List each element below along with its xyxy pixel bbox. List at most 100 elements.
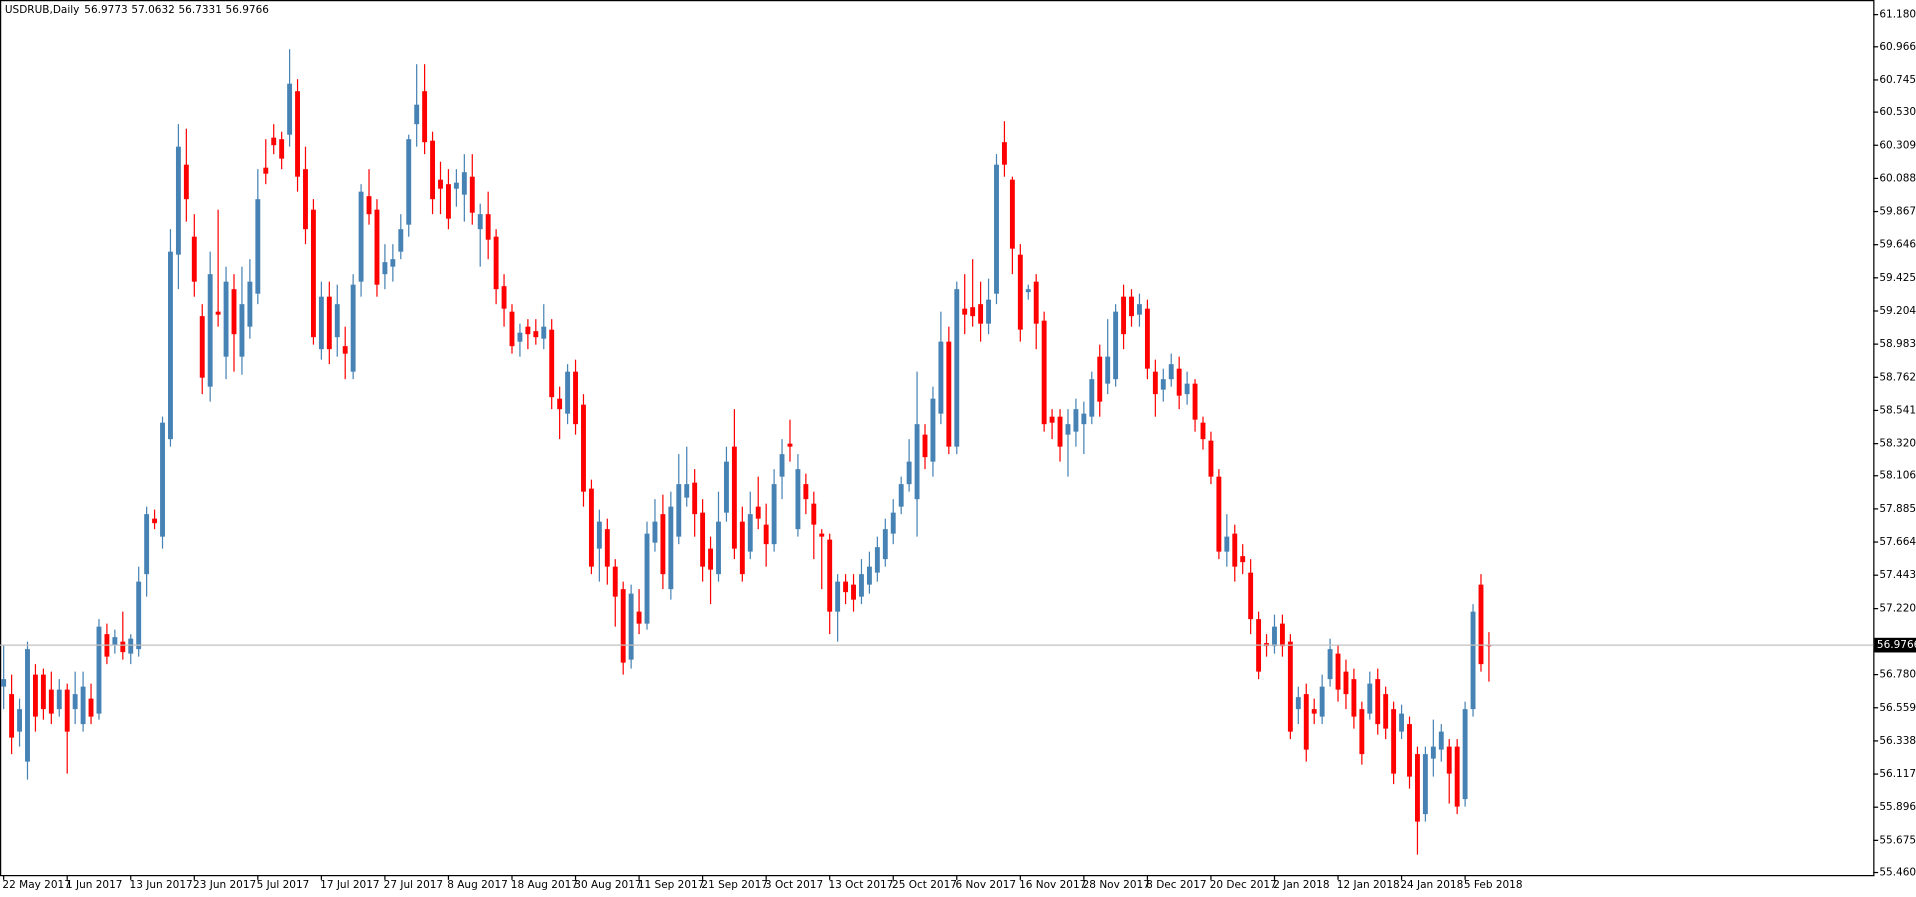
candle-body [1081,413,1087,425]
candle-body [1478,584,1484,665]
candle-body [406,139,412,225]
candle-body [1438,731,1444,750]
candle-body [1009,179,1015,249]
candle-body [1160,379,1166,390]
candle-body [1057,416,1063,447]
candle-body [1049,416,1055,423]
y-tick-label: 60.9660 [1879,41,1916,53]
candle-body [1216,476,1222,552]
y-tick-label: 60.5305 [1879,106,1916,118]
candle-body [303,169,308,230]
candle-body [32,674,38,717]
candle-body [1383,694,1389,729]
candle-body [771,484,777,545]
candle-body [414,104,420,125]
candle-body [557,398,563,410]
candle-body [1375,679,1381,725]
candle-body [588,488,594,567]
candle-body [1105,356,1111,384]
candle-body [1407,724,1412,777]
x-tick-label: 17 Jul 2017 [320,879,379,891]
candle-body [1017,254,1023,330]
x-tick-label: 2 Jan 2018 [1273,879,1329,891]
candle-body [1152,371,1158,395]
y-tick-label: 56.1170 [1879,768,1916,780]
candle-body [374,209,380,285]
candle-body [803,484,809,500]
candle-body [287,83,293,135]
y-tick-label: 55.8960 [1879,801,1916,813]
candle-body [819,533,825,537]
candle-body [1303,694,1309,750]
y-tick-label: 60.7450 [1879,74,1916,86]
candle-body [342,346,348,354]
candle-body [620,589,626,663]
candle-body [64,689,70,732]
candle-body [573,371,578,425]
x-tick-label: 3 Oct 2017 [765,879,823,891]
candle-body [676,484,682,537]
candle-body [271,137,277,146]
candle-body [136,581,142,650]
candle-body [239,304,245,357]
candle-body [549,329,555,398]
y-tick-label: 58.1060 [1879,470,1916,482]
candle-body [1089,379,1095,417]
candle-body [787,443,793,447]
candle-body [747,514,753,552]
candle-body [1176,368,1182,396]
candle-body [1208,440,1214,477]
y-tick-label: 57.8850 [1879,503,1916,515]
y-tick-label: 61.1805 [1879,9,1916,21]
candle-body [1327,649,1333,680]
candle-body [946,341,952,447]
y-tick-label: 55.6750 [1879,834,1916,846]
candle-body [295,91,300,177]
x-tick-label: 23 Jun 2017 [193,879,256,891]
x-tick-label: 25 Oct 2017 [892,879,957,891]
x-tick-label: 21 Sep 2017 [701,879,768,891]
candle-body [1272,626,1277,647]
candle-body [1137,304,1142,315]
candle-body [811,503,817,525]
candle-body [223,281,229,357]
candle-body [56,689,62,710]
candle-body [1200,422,1206,440]
candle-body [1367,683,1373,714]
candle-body [668,506,674,590]
x-tick-label: 5 Feb 2018 [1464,879,1523,891]
candle-body [739,521,745,575]
candle-body [827,539,833,612]
candle-body [509,311,515,347]
candle-body [954,289,960,447]
candle-body [358,191,364,282]
candle-body [40,674,46,710]
candle-body [1240,556,1246,563]
x-tick-label: 6 Nov 2017 [956,879,1017,891]
candle-body [859,574,864,597]
y-tick-label: 56.3380 [1879,735,1916,747]
candle-body [986,299,991,324]
candle-body [716,521,721,575]
candle-body [1335,653,1341,690]
candle-body [1343,671,1349,695]
header-open: 56.9773 [84,4,127,16]
header-low: 56.7331 [178,4,221,16]
candle-body [1287,641,1293,732]
candle-body [906,461,912,485]
candle-body [930,398,936,462]
x-tick-label: 22 May 2017 [2,879,70,891]
y-tick-label: 57.2200 [1879,603,1916,615]
candle-body [652,521,658,543]
candle-body [422,91,428,143]
y-tick-label: 58.3200 [1879,438,1916,450]
candle-body [755,506,761,519]
candle-body [255,199,261,294]
